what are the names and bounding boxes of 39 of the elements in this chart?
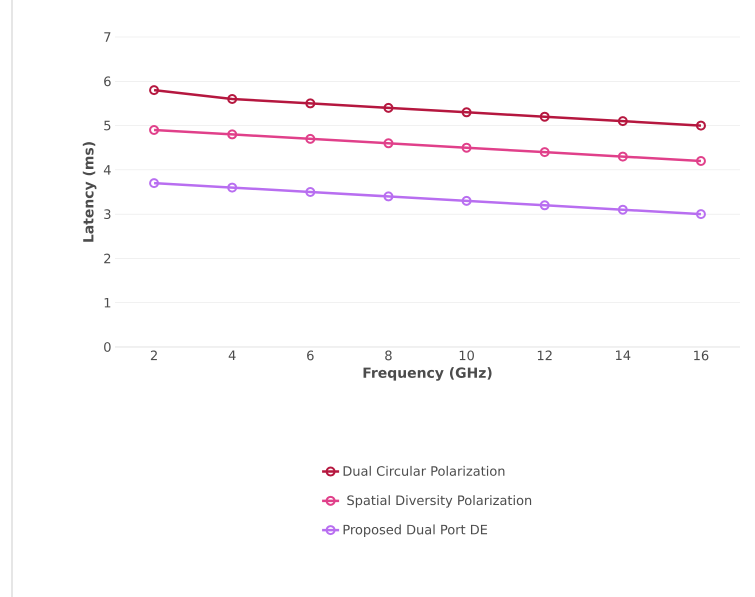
x-tick-label: 4	[228, 350, 236, 360]
x-tick-label: 6	[307, 350, 314, 360]
point	[305, 134, 316, 144]
legend-label: Dual Circular Polarization	[344, 466, 504, 476]
point	[462, 107, 472, 118]
y-tick-label: 2	[104, 254, 110, 264]
y-axis-title: Latency (ms)	[82, 142, 96, 242]
point	[618, 152, 628, 162]
point	[618, 116, 628, 126]
legend-label: Spatial Diversity Polarization	[347, 495, 532, 508]
point	[618, 204, 628, 215]
y-tick-label: 3	[104, 209, 110, 220]
y-tick-label: 0	[104, 342, 111, 352]
point	[540, 200, 550, 210]
x-tick-label: 12	[538, 350, 552, 360]
point	[540, 147, 550, 158]
legend-label: Proposed Dual Port DE	[344, 524, 488, 537]
x-tick-label: 2	[150, 350, 157, 360]
y-tick-label: 6	[104, 76, 111, 86]
x-tick-label: 16	[694, 350, 708, 360]
y-tick-label: 4	[104, 165, 111, 175]
y-tick-label: 1	[104, 298, 110, 308]
x-tick-label: 8	[385, 350, 392, 360]
x-tick-label: 14	[616, 350, 630, 360]
x-tick-label: 10	[460, 350, 474, 360]
point	[227, 94, 238, 104]
point	[383, 138, 394, 148]
x-axis-title: Frequency (GHz)	[364, 367, 492, 381]
point	[383, 191, 394, 202]
point	[305, 98, 316, 108]
point	[305, 187, 316, 198]
point	[383, 102, 394, 113]
point	[462, 142, 472, 153]
point	[227, 182, 238, 193]
y-tick-label: 7	[104, 32, 110, 42]
point	[227, 129, 238, 140]
point	[540, 112, 550, 122]
y-tick-label: 5	[104, 120, 110, 130]
point	[462, 196, 472, 206]
